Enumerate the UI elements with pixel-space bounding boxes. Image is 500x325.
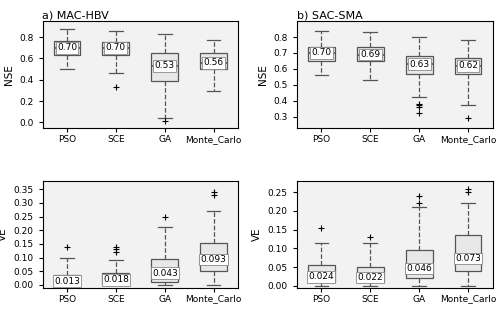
Text: a) MAC-HBV: a) MAC-HBV bbox=[42, 10, 109, 20]
Text: 0.093: 0.093 bbox=[201, 255, 226, 264]
PathPatch shape bbox=[54, 41, 80, 55]
PathPatch shape bbox=[200, 242, 227, 271]
Y-axis label: VE: VE bbox=[252, 227, 262, 241]
Text: 0.56: 0.56 bbox=[204, 58, 224, 67]
PathPatch shape bbox=[102, 43, 130, 55]
Text: 0.70: 0.70 bbox=[311, 48, 332, 58]
Y-axis label: NSE: NSE bbox=[258, 64, 268, 85]
Text: 0.022: 0.022 bbox=[358, 273, 383, 282]
PathPatch shape bbox=[308, 46, 335, 61]
PathPatch shape bbox=[454, 58, 481, 74]
Text: 0.043: 0.043 bbox=[152, 269, 178, 278]
PathPatch shape bbox=[357, 267, 384, 282]
Text: 0.073: 0.073 bbox=[455, 254, 481, 263]
PathPatch shape bbox=[102, 273, 130, 283]
PathPatch shape bbox=[357, 46, 384, 61]
Text: 0.018: 0.018 bbox=[103, 276, 129, 284]
PathPatch shape bbox=[54, 275, 80, 283]
Text: 0.63: 0.63 bbox=[409, 59, 429, 69]
Text: 0.70: 0.70 bbox=[57, 43, 77, 52]
Y-axis label: NSE: NSE bbox=[4, 64, 14, 85]
PathPatch shape bbox=[200, 53, 227, 69]
Text: 0.024: 0.024 bbox=[308, 272, 334, 281]
Y-axis label: VE: VE bbox=[0, 227, 8, 241]
PathPatch shape bbox=[308, 265, 335, 282]
Text: 0.046: 0.046 bbox=[406, 264, 432, 273]
Text: 0.70: 0.70 bbox=[106, 43, 126, 52]
PathPatch shape bbox=[406, 250, 432, 278]
Text: 0.69: 0.69 bbox=[360, 50, 380, 59]
PathPatch shape bbox=[454, 235, 481, 271]
PathPatch shape bbox=[152, 53, 178, 81]
PathPatch shape bbox=[406, 56, 432, 74]
Text: 0.013: 0.013 bbox=[54, 277, 80, 286]
Text: 0.62: 0.62 bbox=[458, 61, 478, 70]
PathPatch shape bbox=[152, 259, 178, 282]
Text: b) SAC-SMA: b) SAC-SMA bbox=[297, 10, 362, 20]
Text: 0.53: 0.53 bbox=[154, 61, 175, 71]
